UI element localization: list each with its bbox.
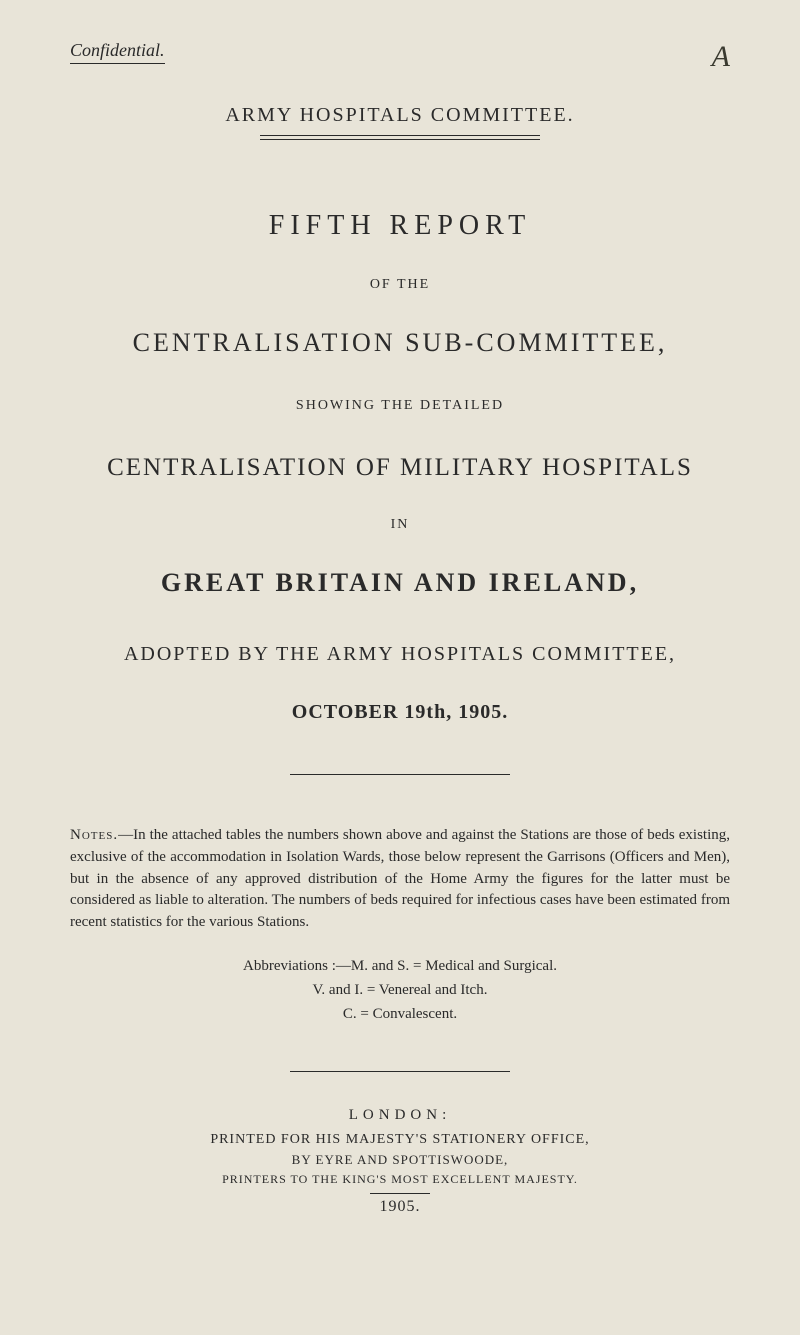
notes-body: —In the attached tables the numbers show… <box>70 827 730 930</box>
abbrev-line-3: C. = Convalescent. <box>70 1002 730 1026</box>
year-rule <box>370 1193 430 1194</box>
abbreviations-block: Abbreviations :—M. and S. = Medical and … <box>70 954 730 1026</box>
britain-ireland-title: GREAT BRITAIN AND IRELAND, <box>70 568 730 598</box>
confidential-label: Confidential. <box>70 40 165 64</box>
subcommittee-title: CENTRALISATION SUB-COMMITTEE, <box>70 328 730 358</box>
notes-paragraph: Notes.—In the attached tables the number… <box>70 825 730 934</box>
title-rule-2 <box>260 139 540 140</box>
imprint-london: LONDON: <box>70 1107 730 1124</box>
abbrev-line-1: Abbreviations :—M. and S. = Medical and … <box>70 954 730 978</box>
date-title: OCTOBER 19th, 1905. <box>70 701 730 724</box>
imprint-by-eyre: BY EYRE AND SPOTTISWOODE, <box>70 1152 730 1168</box>
centralisation-title: CENTRALISATION OF MILITARY HOSPITALS <box>70 454 730 482</box>
abbrev-line-2: V. and I. = Venereal and Itch. <box>70 978 730 1002</box>
header-row: Confidential. A <box>70 40 730 74</box>
of-the-label: OF THE <box>70 277 730 293</box>
adopted-title: ADOPTED BY THE ARMY HOSPITALS COMMITTEE, <box>70 643 730 666</box>
report-title: FIFTH REPORT <box>70 210 730 242</box>
imprint-printed: PRINTED FOR HIS MAJESTY'S STATIONERY OFF… <box>70 1132 730 1148</box>
sheet-mark: A <box>712 40 730 74</box>
title-rule-1 <box>260 135 540 136</box>
showing-label: SHOWING THE DETAILED <box>70 398 730 414</box>
in-label: IN <box>70 517 730 533</box>
imprint-year: 1905. <box>70 1198 730 1216</box>
notes-label: Notes. <box>70 827 118 843</box>
section-divider <box>290 774 510 775</box>
committee-title: ARMY HOSPITALS COMMITTEE. <box>70 104 730 127</box>
imprint-printers: PRINTERS TO THE KING'S MOST EXCELLENT MA… <box>70 1172 730 1187</box>
imprint-divider <box>290 1071 510 1072</box>
